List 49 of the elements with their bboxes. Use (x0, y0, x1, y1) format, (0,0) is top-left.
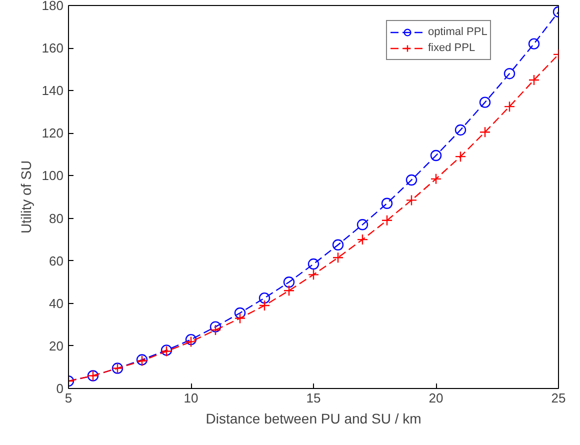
y-tick-label: 20 (49, 338, 64, 354)
x-tick-label: 25 (551, 390, 566, 406)
y-tick-label: 160 (42, 40, 64, 56)
point (504, 68, 516, 80)
point (283, 276, 295, 288)
y-tick-label: 0 (56, 381, 64, 396)
point (528, 74, 540, 86)
point (430, 173, 442, 185)
x-axis-title: Distance between PU and SU / km (206, 410, 422, 426)
point (454, 150, 466, 162)
point (406, 174, 418, 186)
y-tick-label: 120 (42, 126, 64, 141)
point (185, 334, 197, 346)
y-tick-label: 80 (49, 210, 64, 226)
point (479, 126, 491, 138)
x-tick-label: 20 (428, 390, 444, 406)
point (381, 198, 393, 209)
point (185, 336, 197, 348)
point (258, 292, 270, 304)
legend-label: optimal PPL (428, 25, 488, 40)
x-tick-label: 10 (184, 390, 198, 406)
point (332, 252, 344, 264)
x-tick-label: 5 (64, 390, 72, 406)
point (479, 96, 491, 108)
y-tick-label: 100 (42, 168, 64, 184)
point (308, 269, 320, 280)
point (381, 214, 393, 226)
point (283, 285, 295, 296)
y-tick-label: 140 (42, 83, 64, 98)
point (234, 312, 246, 324)
point (528, 38, 540, 50)
point (454, 124, 466, 136)
point (210, 321, 222, 332)
point (234, 307, 246, 319)
point (356, 234, 368, 246)
legend-label: fixed PPL (428, 41, 476, 56)
point (504, 100, 516, 112)
y-tick-label: 40 (49, 296, 64, 311)
x-tick-label: 15 (306, 390, 321, 406)
point (258, 300, 270, 312)
point (308, 258, 320, 270)
point (356, 219, 368, 230)
point (430, 150, 442, 162)
y-axis-title: Utility of SU (18, 160, 34, 234)
point (332, 239, 344, 250)
y-tick-label: 60 (49, 253, 64, 268)
point (210, 324, 222, 336)
y-tick-label: 180 (42, 0, 64, 13)
point (406, 194, 418, 206)
